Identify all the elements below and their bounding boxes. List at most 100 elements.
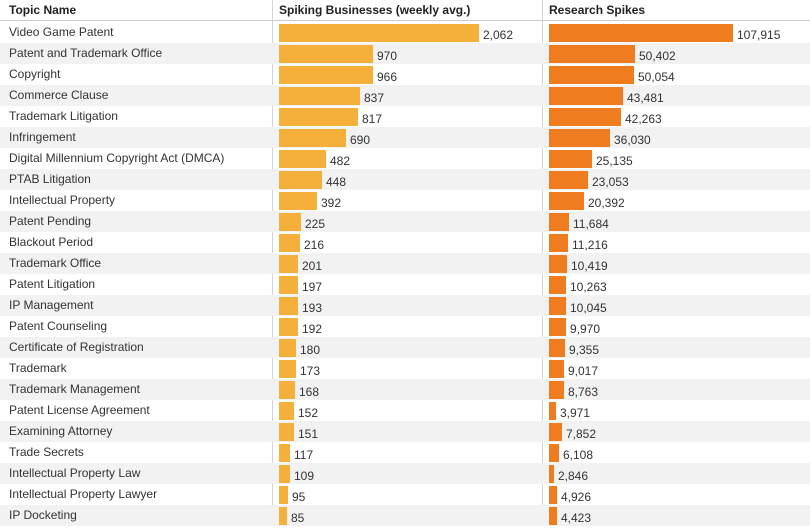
businesses-bar [279,465,290,483]
businesses-bar [279,360,296,378]
research-bar [549,444,559,462]
businesses-bar [279,276,298,294]
table-row[interactable]: Patent Litigation 197 10,263 [0,274,810,295]
header-topic-name[interactable]: Topic Name [9,3,77,17]
research-bar [549,297,566,315]
topic-name: IP Docketing [9,508,77,522]
topic-name: Video Game Patent [9,25,114,39]
table-row[interactable]: Intellectual Property 392 20,392 [0,190,810,211]
research-bar [549,276,566,294]
topic-name: Blackout Period [9,235,94,249]
research-bar [549,507,557,525]
research-bar [549,192,584,210]
topic-name: IP Management [9,298,94,312]
topic-name: Copyright [9,67,61,81]
businesses-value: 152 [298,406,319,420]
businesses-value: 970 [377,49,398,63]
table-row[interactable]: Patent Pending 225 11,684 [0,211,810,232]
research-value: 11,684 [573,217,609,231]
businesses-bar [279,444,290,462]
businesses-value: 85 [291,511,305,525]
topic-name: Trademark Management [9,382,140,396]
research-bar [549,24,733,42]
table-row[interactable]: Trade Secrets 117 6,108 [0,442,810,463]
table-row[interactable]: Digital Millennium Copyright Act (DMCA) 4… [0,148,810,169]
research-bar [549,129,610,147]
businesses-bar [279,255,298,273]
businesses-value: 2,062 [483,28,514,42]
research-value: 43,481 [627,91,664,105]
topic-name: Commerce Clause [9,88,109,102]
research-value: 107,915 [737,28,781,42]
table-row[interactable]: Patent Counseling 192 9,970 [0,316,810,337]
topic-name: Intellectual Property Lawyer [9,487,158,501]
research-value: 50,402 [639,49,676,63]
businesses-bar [279,150,326,168]
research-bar [549,423,562,441]
table-row[interactable]: PTAB Litigation 448 23,053 [0,169,810,190]
table-row[interactable]: Blackout Period 216 11,216 [0,232,810,253]
businesses-bar [279,507,287,525]
businesses-bar [279,381,295,399]
research-bar [549,360,564,378]
research-value: 42,263 [625,112,662,126]
table-row[interactable]: Trademark Office 201 10,419 [0,253,810,274]
table-row[interactable]: IP Management 193 10,045 [0,295,810,316]
table-row[interactable]: Commerce Clause 837 43,481 [0,85,810,106]
businesses-bar [279,129,346,147]
businesses-value: 173 [300,364,321,378]
table-row[interactable]: Examining Attorney 151 7,852 [0,421,810,442]
businesses-value: 109 [294,469,315,483]
table-row[interactable]: Infringement 690 36,030 [0,127,810,148]
table-row[interactable]: Trademark Management 168 8,763 [0,379,810,400]
research-bar [549,66,634,84]
businesses-value: 225 [305,217,326,231]
table-row[interactable]: IP Docketing 85 4,423 [0,505,810,526]
table-row[interactable]: Trademark Litigation 817 42,263 [0,106,810,127]
businesses-value: 197 [302,280,323,294]
topic-name: Examining Attorney [9,424,113,438]
businesses-bar [279,486,288,504]
table-row[interactable]: Intellectual Property Lawyer 95 4,926 [0,484,810,505]
research-bar [549,150,592,168]
businesses-value: 192 [302,322,323,336]
businesses-value: 193 [302,301,323,315]
businesses-bar [279,66,373,84]
research-bar [549,318,566,336]
header-research-spikes[interactable]: Research Spikes [549,3,646,17]
topic-name: Digital Millennium Copyright Act (DMCA) [9,151,225,165]
topic-name: Intellectual Property Law [9,466,141,480]
research-bar [549,234,568,252]
table-row[interactable]: Trademark 173 9,017 [0,358,810,379]
table-row[interactable]: Patent License Agreement 152 3,971 [0,400,810,421]
businesses-bar [279,87,360,105]
businesses-value: 180 [300,343,321,357]
research-value: 8,763 [568,385,599,399]
table-row[interactable]: Certificate of Registration 180 9,355 [0,337,810,358]
businesses-value: 448 [326,175,347,189]
header-divider [0,20,810,21]
header-spiking-businesses[interactable]: Spiking Businesses (weekly avg.) [279,3,471,17]
businesses-bar [279,234,300,252]
table-row[interactable]: Copyright 966 50,054 [0,64,810,85]
table-row[interactable]: Video Game Patent 2,062 107,915 [0,22,810,43]
businesses-bar [279,402,294,420]
businesses-value: 95 [292,490,306,504]
topic-name: Patent and Trademark Office [9,46,163,60]
table-row[interactable]: Patent and Trademark Office 970 50,402 [0,43,810,64]
businesses-value: 392 [321,196,342,210]
businesses-value: 690 [350,133,371,147]
businesses-bar [279,318,298,336]
research-bar [549,255,567,273]
topic-name: Trade Secrets [9,445,84,459]
research-value: 9,970 [570,322,601,336]
topic-name: Intellectual Property [9,193,116,207]
research-bar [549,402,556,420]
businesses-bar [279,213,301,231]
topic-name: Patent Counseling [9,319,108,333]
topic-name: Patent Pending [9,214,92,228]
research-bar [549,171,588,189]
table-row[interactable]: Intellectual Property Law 109 2,846 [0,463,810,484]
businesses-value: 966 [377,70,398,84]
